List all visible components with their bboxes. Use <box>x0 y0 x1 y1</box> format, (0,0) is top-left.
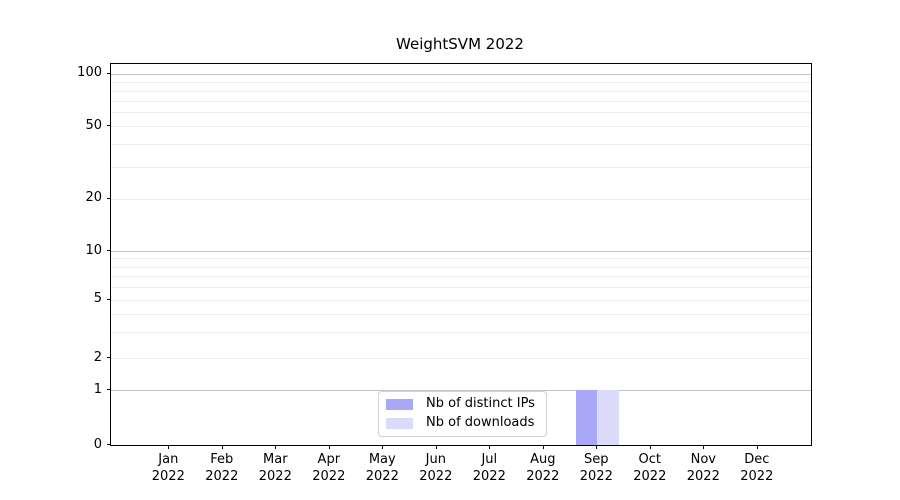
major-gridline <box>111 126 811 128</box>
minor-gridline <box>111 258 811 260</box>
major-gridline <box>111 299 811 301</box>
x-tick-label: May 2022 <box>365 452 399 484</box>
legend-label-distinct-ips: Nb of distinct IPs <box>426 396 535 411</box>
y-tick-mark <box>107 444 111 445</box>
plot-area <box>110 63 812 446</box>
x-tick-mark <box>756 445 758 449</box>
y-tick-label: 1 <box>93 381 102 397</box>
minor-gridline <box>111 90 811 92</box>
x-tick-mark <box>596 445 598 449</box>
y-tick-mark <box>107 298 111 300</box>
x-tick-mark <box>489 445 491 449</box>
y-tick-mark <box>107 389 111 391</box>
y-tick-label: 5 <box>93 291 102 307</box>
legend-swatch-downloads <box>386 417 413 429</box>
x-tick-label: Mar 2022 <box>258 452 292 484</box>
x-tick-label: Jun 2022 <box>419 452 453 484</box>
y-tick-mark <box>107 72 111 74</box>
y-tick-label: 0 <box>93 436 102 452</box>
x-tick-label: Sep 2022 <box>579 452 613 484</box>
y-tick-mark <box>107 357 111 359</box>
x-tick-label: Nov 2022 <box>686 452 720 484</box>
x-tick-label: Aug 2022 <box>526 452 560 484</box>
major-gridline <box>111 358 811 360</box>
minor-gridline <box>111 266 811 268</box>
minor-gridline <box>111 287 811 289</box>
x-tick-mark <box>649 445 651 449</box>
legend-swatch-distinct-ips <box>386 398 413 410</box>
chart-title: WeightSVM 2022 <box>396 35 524 53</box>
x-tick-mark <box>328 445 330 449</box>
legend: Nb of distinct IPs Nb of downloads <box>378 391 547 437</box>
major-gridline <box>111 390 811 392</box>
minor-gridline <box>111 143 811 145</box>
x-tick-mark <box>168 445 170 449</box>
major-gridline <box>111 251 811 253</box>
minor-gridline <box>111 100 811 102</box>
y-tick-mark <box>107 197 111 199</box>
bar-downloads-sep <box>597 390 619 445</box>
minor-gridline <box>111 112 811 114</box>
x-tick-label: Apr 2022 <box>312 452 346 484</box>
y-tick-label: 50 <box>85 117 102 133</box>
x-tick-label: Dec 2022 <box>740 452 774 484</box>
y-tick-mark <box>107 250 111 252</box>
minor-gridline <box>111 81 811 83</box>
minor-gridline <box>111 313 811 315</box>
x-tick-label: Oct 2022 <box>633 452 667 484</box>
x-tick-mark <box>221 445 223 449</box>
x-tick-mark <box>275 445 277 449</box>
minor-gridline <box>111 166 811 168</box>
legend-item-downloads: Nb of downloads <box>386 416 535 430</box>
y-tick-label: 10 <box>85 242 102 258</box>
x-tick-label: Jan 2022 <box>151 452 185 484</box>
x-tick-label: Feb 2022 <box>205 452 239 484</box>
minor-gridline <box>111 276 811 278</box>
y-tick-mark <box>107 125 111 127</box>
y-tick-label: 20 <box>85 190 102 206</box>
x-tick-mark <box>703 445 705 449</box>
y-tick-label: 100 <box>77 65 102 81</box>
bar-distinct-ips-sep <box>575 390 598 445</box>
legend-label-downloads: Nb of downloads <box>426 415 535 430</box>
x-tick-mark <box>542 445 544 449</box>
x-tick-mark <box>435 445 437 449</box>
minor-gridline <box>111 332 811 334</box>
x-tick-label: Jul 2022 <box>472 452 506 484</box>
x-tick-mark <box>382 445 384 449</box>
y-tick-label: 2 <box>93 349 102 365</box>
legend-item-distinct-ips: Nb of distinct IPs <box>386 397 535 411</box>
major-gridline <box>111 198 811 200</box>
major-gridline <box>111 73 811 75</box>
